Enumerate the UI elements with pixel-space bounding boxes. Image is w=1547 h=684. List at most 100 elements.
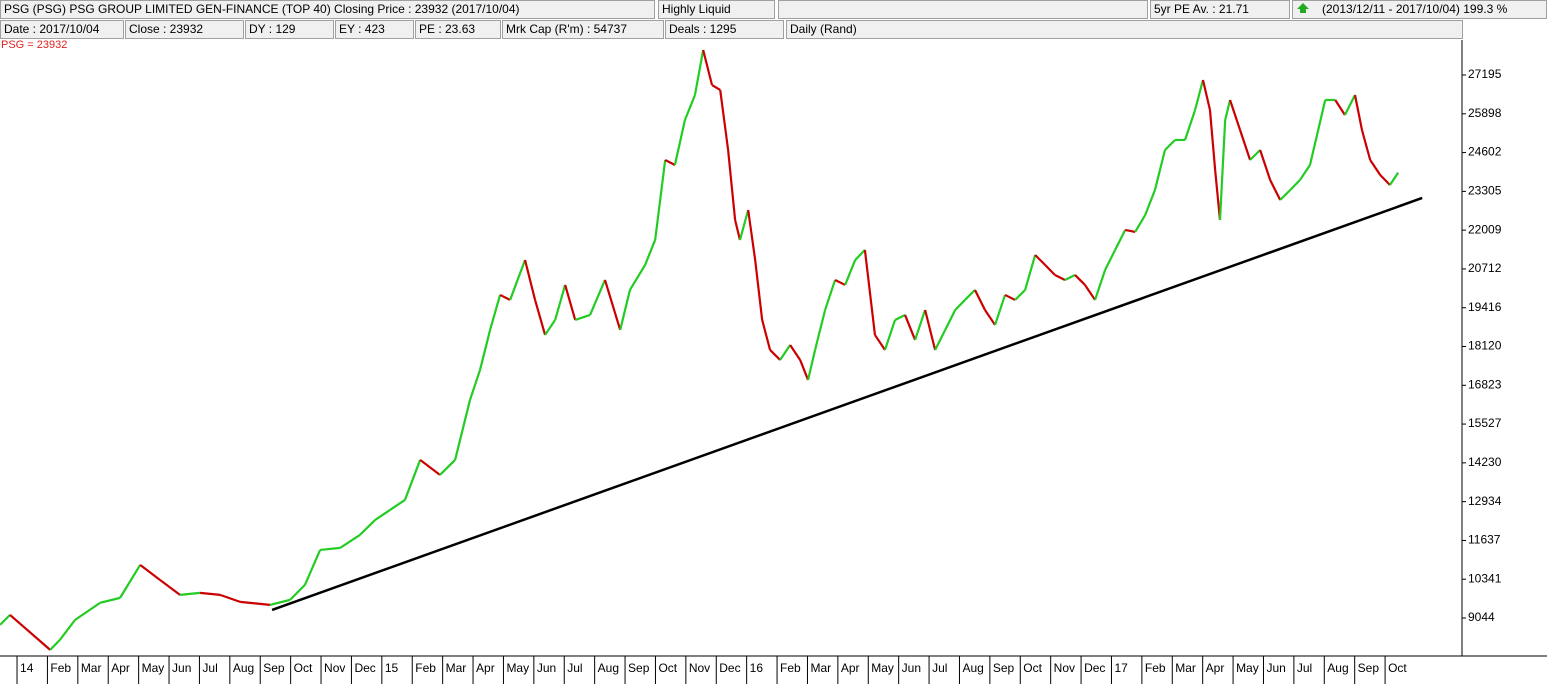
trend-line <box>271 196 1423 612</box>
up-arrow-icon <box>1297 3 1309 13</box>
price-segment <box>964 289 976 301</box>
price-segment <box>499 293 511 301</box>
price-segment <box>59 619 76 641</box>
header-cell <box>786 20 1463 39</box>
price-segment <box>199 591 221 596</box>
y-tick-label: 27195 <box>1468 67 1502 81</box>
price-segment <box>924 309 937 351</box>
header-text: Close : 23932 <box>129 22 203 36</box>
price-segment <box>1074 274 1086 286</box>
price-segment <box>1044 264 1056 276</box>
x-tick-label: Aug <box>962 661 983 675</box>
x-tick-label: Apr <box>111 661 130 675</box>
x-tick-label: Oct <box>1388 661 1407 675</box>
y-tick-label: 20712 <box>1468 261 1502 275</box>
x-tick-label: Sep <box>993 661 1015 675</box>
price-segment <box>303 549 322 586</box>
price-segment <box>1299 164 1311 181</box>
price-segment <box>863 249 877 336</box>
price-segment <box>489 294 502 331</box>
header-cell <box>335 20 414 39</box>
price-segment <box>1269 179 1282 201</box>
price-segment <box>1343 94 1356 116</box>
price-segment <box>159 579 181 596</box>
price-segment <box>747 209 757 261</box>
x-tick-label: 15 <box>385 661 399 675</box>
price-segment <box>1164 139 1176 151</box>
price-segment <box>779 344 792 361</box>
price-segment <box>973 289 986 311</box>
price-segment <box>1239 129 1252 161</box>
x-tick-label: Feb <box>415 661 436 675</box>
x-tick-label: Mar <box>810 661 831 675</box>
header-cell <box>658 0 775 19</box>
x-tick-label: 16 <box>750 661 764 675</box>
x-tick-label: Jun <box>172 661 191 675</box>
price-segment <box>320 546 341 552</box>
price-segment <box>339 533 361 549</box>
header-text: Mrk Cap (R'm) : 54737 <box>506 22 627 36</box>
price-segment <box>523 259 537 301</box>
price-segment <box>289 584 306 601</box>
y-tick-label: 18120 <box>1468 339 1502 353</box>
price-segment <box>1317 99 1327 131</box>
x-tick-label: Jun <box>902 661 921 675</box>
x-tick-label: May <box>506 661 529 675</box>
price-segment <box>1054 273 1066 281</box>
price-segment <box>874 334 886 351</box>
price-segment <box>1214 169 1222 221</box>
price-segment <box>1144 189 1156 216</box>
header-cell <box>0 20 124 39</box>
price-segment <box>9 614 51 651</box>
price-segment <box>1134 214 1147 233</box>
y-tick-label: 14230 <box>1468 455 1502 469</box>
price-segment <box>904 314 917 341</box>
price-segment <box>1064 273 1076 281</box>
header-text: (2013/12/11 - 2017/10/04) 199.3 % <box>1322 2 1508 16</box>
y-tick-label: 15527 <box>1468 416 1502 430</box>
header-cell <box>778 0 1148 19</box>
header-text: Daily (Rand) <box>790 22 857 36</box>
price-segment <box>1208 109 1217 171</box>
price-segment <box>0 614 11 626</box>
header-cell <box>245 20 334 39</box>
price-segment <box>1249 149 1261 161</box>
price-segment <box>1279 189 1292 201</box>
price-segment <box>789 344 802 361</box>
x-tick-label: Oct <box>294 661 313 675</box>
price-segment <box>179 591 201 596</box>
x-tick-label: Apr <box>841 661 860 675</box>
price-segment <box>693 49 705 96</box>
price-segment <box>1379 174 1391 186</box>
price-segment <box>49 639 61 651</box>
price-segment <box>1094 269 1107 301</box>
price-segment <box>934 329 947 351</box>
price-segment <box>509 259 527 301</box>
price-segment <box>74 601 101 621</box>
price-segment <box>1201 79 1212 111</box>
y-tick-label: 24602 <box>1468 145 1502 159</box>
price-segment <box>1104 249 1117 271</box>
x-tick-label: May <box>871 661 894 675</box>
x-tick-label: Jul <box>567 661 582 675</box>
price-segment <box>984 309 996 326</box>
price-segment <box>683 94 696 121</box>
price-segment <box>1024 254 1037 291</box>
price-segment <box>702 49 714 86</box>
header-text: 5yr PE Av. : 21.71 <box>1154 2 1249 16</box>
x-tick-label: Dec <box>354 661 375 675</box>
price-segment <box>574 313 591 321</box>
y-tick-label: 22009 <box>1468 222 1502 236</box>
header-text: PE : 23.63 <box>419 22 475 36</box>
price-segment <box>727 149 737 221</box>
x-tick-label: Dec <box>1084 661 1105 675</box>
x-tick-label: Apr <box>1206 661 1225 675</box>
price-segment <box>1224 99 1232 121</box>
price-segment <box>534 299 547 336</box>
price-segment <box>954 299 966 311</box>
x-tick-label: Aug <box>1327 661 1348 675</box>
series-label: PSG = 23932 <box>1 39 67 51</box>
x-tick-label: Nov <box>1054 661 1075 675</box>
price-segment <box>374 509 391 521</box>
price-segment <box>359 519 376 536</box>
